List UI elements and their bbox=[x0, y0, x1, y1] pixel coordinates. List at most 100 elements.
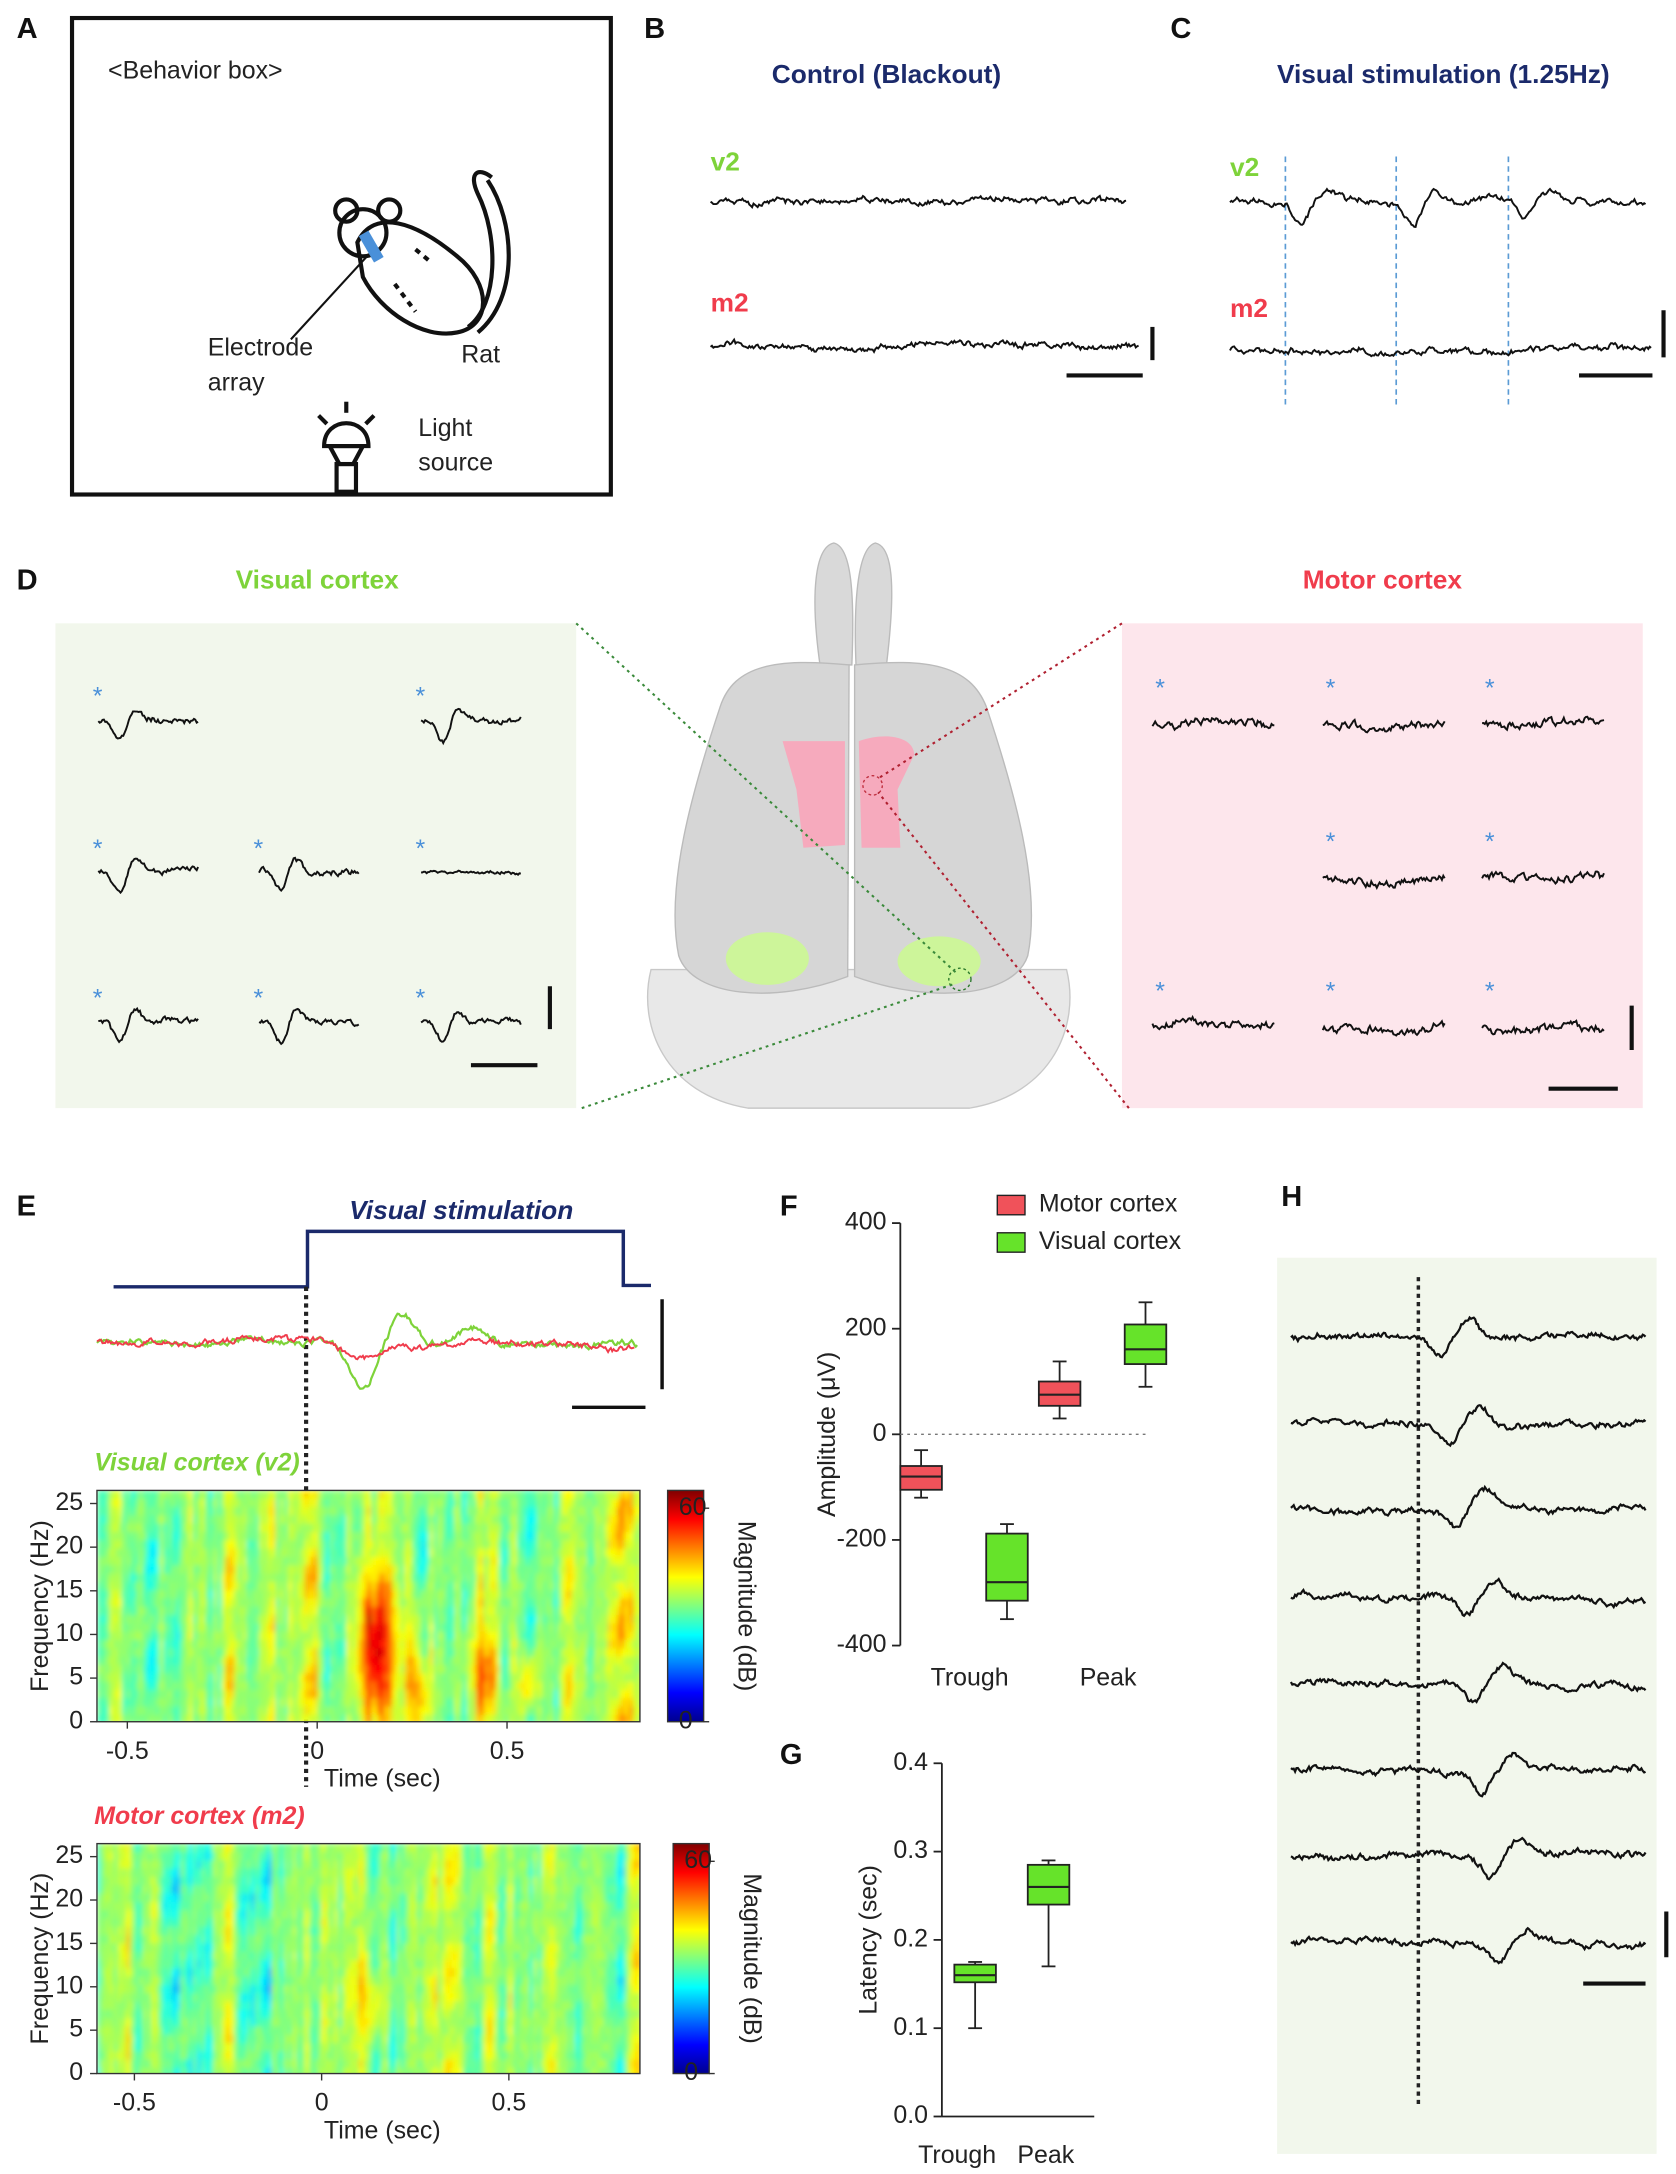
cell bbox=[512, 1656, 518, 1666]
cell bbox=[159, 1507, 165, 1517]
cell bbox=[196, 1689, 202, 1700]
cell bbox=[101, 1631, 107, 1641]
cell bbox=[171, 2059, 177, 2069]
cell bbox=[516, 1648, 522, 1658]
cell bbox=[184, 1714, 190, 1722]
cell bbox=[192, 2051, 198, 2061]
cell bbox=[188, 1664, 194, 1675]
cell bbox=[479, 1623, 485, 1633]
cell bbox=[209, 1531, 215, 1542]
cell bbox=[325, 1490, 331, 1500]
cell bbox=[533, 1548, 539, 1558]
cell bbox=[101, 2018, 107, 2028]
cell bbox=[271, 1893, 277, 1903]
cell bbox=[437, 1648, 443, 1658]
cell bbox=[263, 1507, 269, 1517]
cell bbox=[96, 1664, 102, 1675]
cell bbox=[350, 1664, 356, 1675]
cell bbox=[616, 1706, 622, 1716]
cell bbox=[283, 1706, 289, 1716]
cell bbox=[583, 1523, 589, 1533]
cell bbox=[591, 1689, 597, 1700]
cell bbox=[113, 1490, 119, 1500]
cell bbox=[587, 1689, 593, 1700]
cell bbox=[475, 1689, 481, 1700]
cell bbox=[238, 1851, 244, 1862]
cell bbox=[96, 1698, 102, 1708]
cell bbox=[487, 1523, 493, 1533]
cell bbox=[566, 1623, 572, 1633]
cell bbox=[267, 1935, 273, 1945]
cell bbox=[595, 1556, 601, 1567]
cell bbox=[541, 1590, 547, 1600]
cell bbox=[138, 1714, 144, 1722]
cell bbox=[225, 1860, 231, 1870]
cell bbox=[150, 1631, 156, 1641]
cell bbox=[175, 1648, 181, 1658]
cell bbox=[562, 1540, 568, 1550]
cell bbox=[350, 1698, 356, 1708]
cell bbox=[146, 2001, 152, 2011]
cell bbox=[200, 1590, 206, 1600]
cell bbox=[462, 1664, 468, 1675]
cell bbox=[358, 1615, 364, 1625]
cell bbox=[633, 1590, 638, 1600]
cell bbox=[396, 1515, 402, 1525]
cell bbox=[121, 1523, 127, 1533]
cell bbox=[624, 1623, 630, 1633]
cell bbox=[333, 1640, 339, 1650]
cell bbox=[337, 1523, 343, 1533]
cell bbox=[387, 1598, 393, 1608]
cell bbox=[155, 1523, 161, 1533]
cell bbox=[192, 1581, 198, 1591]
cell bbox=[192, 1926, 198, 1936]
cell bbox=[96, 2068, 102, 2074]
cell bbox=[117, 1590, 123, 1600]
cell bbox=[578, 1623, 584, 1633]
cell bbox=[362, 1531, 368, 1542]
cell bbox=[454, 1698, 460, 1708]
cell bbox=[313, 1498, 319, 1508]
cell bbox=[466, 1598, 472, 1608]
cell bbox=[462, 1598, 468, 1608]
cell bbox=[358, 1598, 364, 1608]
cell bbox=[379, 1706, 385, 1716]
cell bbox=[167, 2034, 173, 2044]
signal-trace bbox=[1290, 1926, 1647, 1965]
cell bbox=[200, 2026, 206, 2036]
cell bbox=[470, 1565, 476, 1575]
cell bbox=[96, 1951, 102, 1961]
cell bbox=[633, 1515, 638, 1525]
cell bbox=[204, 1714, 210, 1722]
cell bbox=[437, 1515, 443, 1525]
cell bbox=[321, 1556, 327, 1567]
cell bbox=[475, 1598, 481, 1608]
cell bbox=[620, 1656, 626, 1666]
cell bbox=[475, 1615, 481, 1625]
cell bbox=[296, 1664, 302, 1675]
cell bbox=[612, 1498, 618, 1508]
cell bbox=[271, 1943, 277, 1953]
cell bbox=[209, 1860, 215, 1870]
cell bbox=[300, 1490, 306, 1500]
cell bbox=[225, 1918, 231, 1928]
cell bbox=[113, 1573, 119, 1583]
cell bbox=[346, 1606, 352, 1616]
cell bbox=[470, 1698, 476, 1708]
cell bbox=[400, 1523, 406, 1533]
cell bbox=[425, 1540, 431, 1550]
cell bbox=[259, 1968, 265, 1978]
cell bbox=[101, 1968, 107, 1978]
cell bbox=[259, 1640, 265, 1650]
cell bbox=[101, 1556, 107, 1567]
cell bbox=[545, 1523, 551, 1533]
cell bbox=[217, 1531, 223, 1542]
cell bbox=[200, 1664, 206, 1675]
cell bbox=[317, 1664, 323, 1675]
cell bbox=[479, 1656, 485, 1666]
cell bbox=[146, 1648, 152, 1658]
cell bbox=[275, 1681, 281, 1691]
cell bbox=[354, 1648, 360, 1658]
cell bbox=[603, 1664, 609, 1675]
cell bbox=[196, 1698, 202, 1708]
